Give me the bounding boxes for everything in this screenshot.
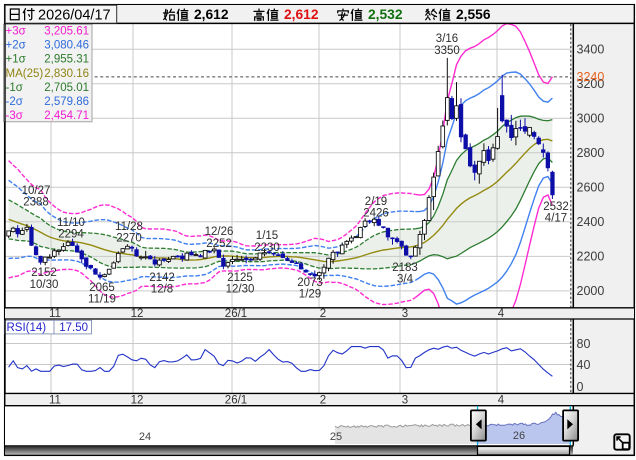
svg-text:12/8: 12/8	[151, 284, 173, 296]
svg-text:2183: 2183	[392, 262, 418, 274]
svg-text:11: 11	[49, 308, 61, 320]
svg-text:12/26: 12/26	[205, 226, 234, 238]
svg-text:12: 12	[131, 308, 144, 320]
svg-text:10/30: 10/30	[30, 279, 59, 291]
svg-text:2600: 2600	[577, 181, 605, 195]
svg-text:3: 3	[402, 308, 408, 320]
svg-text:2026/04/17: 2026/04/17	[38, 8, 111, 24]
svg-text:2/19: 2/19	[365, 196, 387, 208]
svg-text:4: 4	[498, 395, 505, 407]
svg-text:2,454.71: 2,454.71	[44, 110, 89, 122]
svg-text:2: 2	[320, 395, 326, 407]
svg-text:+1σ: +1σ	[6, 54, 26, 66]
svg-text:26: 26	[513, 430, 525, 442]
svg-text:0: 0	[577, 380, 584, 394]
svg-text:2800: 2800	[577, 146, 605, 160]
svg-text:+3σ: +3σ	[6, 26, 26, 38]
svg-text:3/4: 3/4	[397, 274, 414, 286]
svg-text:4: 4	[498, 308, 505, 320]
svg-text:3,080.46: 3,080.46	[44, 40, 89, 52]
svg-text:3000: 3000	[577, 112, 605, 126]
svg-text:11: 11	[49, 395, 61, 407]
svg-text:-2σ: -2σ	[6, 96, 23, 108]
svg-text:10/27: 10/27	[22, 185, 51, 197]
svg-text:80: 80	[577, 337, 591, 351]
svg-text:2065: 2065	[89, 282, 115, 294]
svg-text:2270: 2270	[116, 233, 142, 245]
svg-text:RSI(14): RSI(14)	[7, 322, 47, 334]
svg-text:2252: 2252	[206, 238, 232, 250]
svg-text:2532: 2532	[543, 201, 569, 213]
svg-text:12/30: 12/30	[226, 284, 255, 296]
svg-text:MA(25): MA(25)	[6, 68, 44, 80]
svg-text:3: 3	[402, 395, 408, 407]
svg-text:25: 25	[330, 431, 342, 443]
svg-text:1/29: 1/29	[299, 289, 321, 301]
svg-text:+2σ: +2σ	[6, 40, 26, 52]
svg-text:11/19: 11/19	[88, 294, 116, 306]
svg-text:-3σ: -3σ	[6, 110, 23, 122]
svg-text:3400: 3400	[577, 43, 605, 57]
svg-text:3350: 3350	[434, 45, 460, 57]
svg-text:2200: 2200	[577, 250, 605, 264]
svg-text:17.50: 17.50	[59, 322, 88, 334]
svg-text:2000: 2000	[577, 284, 605, 298]
svg-text:2,579.86: 2,579.86	[44, 96, 89, 108]
svg-text:2426: 2426	[363, 208, 389, 220]
svg-text:2125: 2125	[227, 272, 253, 284]
svg-text:12: 12	[131, 395, 144, 407]
svg-text:26/1: 26/1	[225, 395, 247, 407]
svg-text:2230: 2230	[254, 242, 280, 254]
svg-text:2,955.31: 2,955.31	[44, 54, 89, 66]
svg-text:3,205.61: 3,205.61	[44, 26, 89, 38]
svg-text:-1σ: -1σ	[6, 82, 23, 94]
svg-text:26/1: 26/1	[225, 308, 247, 320]
svg-text:2,612: 2,612	[194, 7, 229, 22]
svg-text:2152: 2152	[31, 267, 57, 279]
svg-text:2400: 2400	[577, 215, 605, 229]
svg-text:4/17: 4/17	[545, 213, 567, 225]
svg-text:2,705.01: 2,705.01	[44, 82, 89, 94]
svg-text:2,532: 2,532	[368, 7, 403, 22]
svg-text:2,556: 2,556	[456, 7, 491, 22]
svg-text:1/15: 1/15	[256, 230, 278, 242]
svg-text:2142: 2142	[149, 272, 175, 284]
svg-text:3200: 3200	[577, 77, 605, 91]
svg-text:2,830.16: 2,830.16	[44, 68, 89, 80]
svg-text:2073: 2073	[297, 277, 323, 289]
svg-text:2388: 2388	[23, 197, 49, 209]
svg-text:11/10: 11/10	[57, 217, 85, 229]
svg-text:2294: 2294	[58, 229, 84, 241]
svg-text:3240: 3240	[577, 70, 605, 84]
svg-text:2: 2	[320, 308, 326, 320]
svg-text:2,612: 2,612	[284, 7, 319, 22]
svg-text:11/28: 11/28	[115, 221, 143, 233]
svg-text:3/16: 3/16	[436, 33, 458, 45]
svg-text:24: 24	[139, 431, 151, 443]
svg-text:40: 40	[577, 358, 591, 372]
